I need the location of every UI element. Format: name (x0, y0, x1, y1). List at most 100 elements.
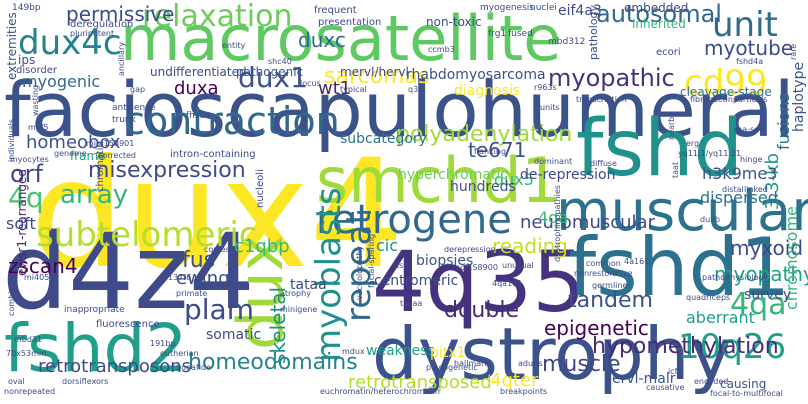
word: linked (744, 185, 768, 194)
word: fshd2 (4, 310, 188, 387)
word: plam (184, 293, 254, 326)
word: sarcomas (324, 64, 430, 89)
word: nuclei (530, 3, 557, 13)
word: nearby (667, 112, 676, 140)
word: 70x53mm (6, 349, 47, 358)
word: ips (18, 53, 36, 67)
word: hypomethylation (592, 334, 779, 359)
word: oval (8, 377, 25, 386)
word: zscan4 (8, 254, 78, 278)
word: myopathic (548, 64, 675, 92)
word: double (444, 298, 519, 323)
word: retrogene (316, 197, 512, 243)
word: pathophysiology (702, 273, 769, 282)
word: facial-sparing (367, 233, 376, 288)
word: deregulation (70, 19, 134, 30)
word: undifferentiated (150, 65, 247, 79)
word: mbd31 (14, 335, 43, 344)
word: nucleoli (255, 169, 266, 208)
word: genome (54, 149, 87, 158)
word: nonrestorative (574, 269, 633, 278)
word: dux4c (18, 23, 122, 63)
word: mbd312 (548, 37, 586, 47)
word: transcription (576, 95, 627, 104)
word: hinge (740, 155, 763, 164)
word: dispersed (700, 188, 778, 207)
word: subcategory (340, 131, 427, 147)
word: frequent (314, 5, 357, 16)
word: 137f6 (168, 273, 192, 282)
word: 4qa (538, 208, 569, 227)
word: ccmb3 (428, 45, 455, 54)
word: polyadenylation (396, 122, 573, 147)
word: orf (10, 160, 43, 188)
word: pitx1 (430, 345, 466, 361)
word: somatic (206, 327, 262, 343)
word: 149bp (12, 3, 41, 13)
word: rare (789, 43, 798, 60)
word: units (540, 103, 560, 112)
word: dux4 (30, 128, 405, 302)
word: fhsd (186, 111, 206, 121)
word: centromeric (374, 273, 459, 289)
word: icf1 (668, 367, 683, 376)
word: r963s (534, 83, 557, 92)
word: array (60, 180, 129, 210)
word: biopsies (416, 253, 474, 269)
word: d4z4 (2, 211, 255, 333)
word: gap (130, 85, 146, 94)
word: causative (646, 383, 685, 392)
word: soft (6, 214, 36, 233)
word: fshd4a (736, 57, 764, 66)
word: rna-seq (734, 125, 765, 134)
word: presentation (318, 17, 382, 28)
word: retrotransposed (348, 372, 492, 393)
word: common (586, 259, 621, 268)
word: causing (720, 377, 767, 391)
word: pathology (587, 4, 600, 60)
word: 4qa161 (492, 279, 523, 288)
word: haplotype (791, 61, 807, 132)
word: myf5 (28, 123, 49, 132)
word: c1qbp (234, 236, 290, 257)
word: dorsiflexors (62, 377, 109, 386)
word: neuromuscular (520, 212, 655, 233)
word: ewing (176, 268, 230, 289)
word: germline (592, 281, 628, 290)
word: permissive (66, 2, 175, 26)
word: myotube (704, 36, 794, 60)
word: corrected (98, 151, 137, 160)
word: eutherian (160, 349, 199, 358)
word: diffuse (590, 159, 617, 168)
word: chromatin (95, 141, 106, 192)
word: skeletal (266, 286, 290, 364)
word: tandem (568, 288, 653, 313)
word: inappropriate (64, 305, 125, 315)
word: derepression (444, 245, 496, 254)
word: rhabdomyosarcoma (406, 67, 546, 83)
word: 10q26 (678, 327, 787, 367)
word: yq11.1/yq11.21 (678, 149, 742, 158)
word: fshd1 (568, 221, 791, 314)
word: retrotransposons (38, 356, 192, 377)
word: nonrepeated (4, 387, 56, 396)
word: ewsr1-rearranged (15, 169, 29, 276)
word: antisense (112, 103, 156, 113)
word: unusual (502, 261, 534, 270)
word: diagnosis (454, 83, 521, 99)
word: atrophy (280, 289, 311, 298)
word: mi405 (24, 273, 50, 282)
word: 4qter (490, 370, 539, 391)
word: adults (518, 359, 543, 368)
word: cd99 (684, 63, 768, 103)
word: reading (492, 234, 568, 258)
word: vacuolopathy (355, 245, 364, 300)
word: hyperchromatic (398, 167, 508, 183)
word: hallmark (454, 359, 490, 368)
word: disorder (16, 65, 58, 76)
word: frame (70, 149, 106, 163)
word: relaxation (142, 0, 293, 34)
word: homeobox (26, 132, 121, 153)
word: copies (204, 245, 230, 254)
